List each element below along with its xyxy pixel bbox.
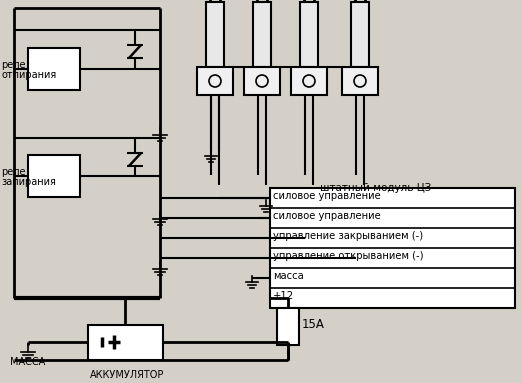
Bar	[300, 2, 318, 67]
Text: управление открыванием (-): управление открыванием (-)	[273, 251, 423, 261]
Bar	[206, 2, 224, 67]
Bar	[277, 308, 299, 345]
Text: 15А: 15А	[302, 318, 325, 331]
Bar	[270, 188, 515, 308]
Text: реле: реле	[1, 167, 26, 177]
Text: МАССА: МАССА	[10, 357, 45, 367]
Bar	[88, 325, 163, 360]
Text: отпирания: отпирания	[1, 70, 56, 80]
Text: реле: реле	[1, 60, 26, 70]
Bar	[342, 67, 378, 95]
Bar	[351, 2, 369, 67]
Text: управление закрыванием (-): управление закрыванием (-)	[273, 231, 423, 241]
Bar	[28, 155, 80, 197]
Bar	[253, 2, 271, 67]
Bar	[28, 48, 80, 90]
Text: силовое управление: силовое управление	[273, 211, 381, 221]
Text: АККУМУЛЯТОР: АККУМУЛЯТОР	[90, 370, 164, 380]
Text: масса: масса	[273, 271, 304, 281]
Bar	[197, 67, 233, 95]
Bar	[244, 67, 280, 95]
Text: силовое управление: силовое управление	[273, 191, 381, 201]
Text: +12: +12	[273, 291, 294, 301]
Bar	[291, 67, 327, 95]
Text: запирания: запирания	[1, 177, 56, 187]
Text: штатный модуль ЦЗ: штатный модуль ЦЗ	[320, 183, 431, 193]
